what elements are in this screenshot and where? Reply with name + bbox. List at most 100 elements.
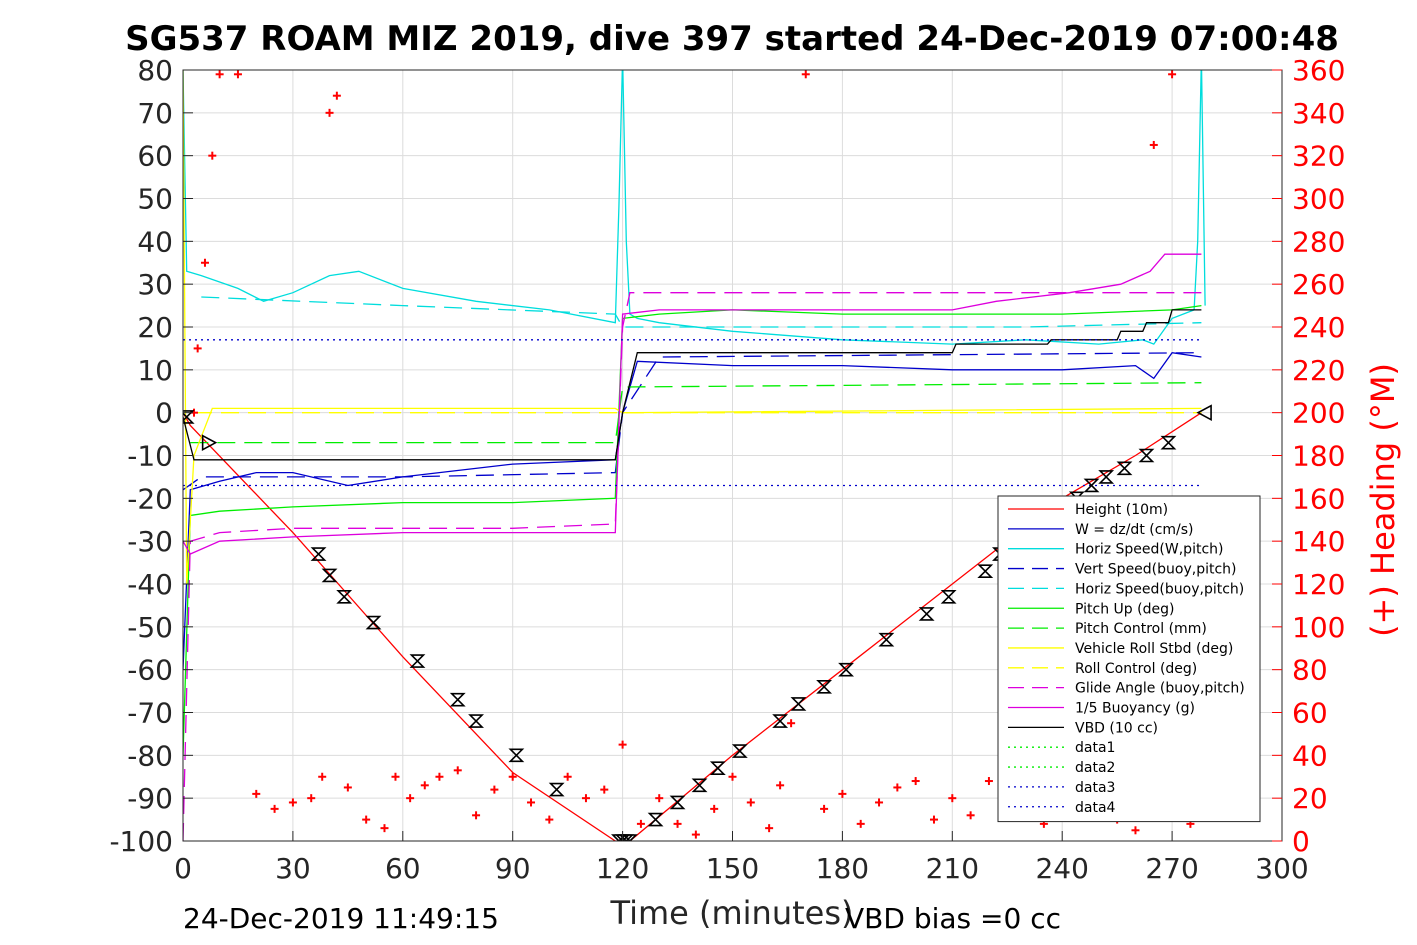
right-tick-label: 40 [1292, 739, 1328, 772]
heading-point [984, 777, 993, 786]
y-tick-label: 20 [137, 311, 173, 344]
direction-marker [201, 434, 218, 451]
right-tick-label: 260 [1292, 268, 1345, 301]
series-line-6 [190, 382, 1202, 444]
bowtie-marker [365, 615, 382, 630]
bowtie-marker [977, 564, 994, 578]
right-tick-label: 320 [1292, 140, 1345, 173]
heading-point [710, 804, 719, 813]
legend-label: Horiz Speed(buoy,pitch) [1075, 581, 1244, 597]
heading-point [820, 804, 829, 813]
heading-point [420, 781, 429, 790]
bowtie-marker [790, 697, 807, 711]
bowtie-marker [838, 662, 854, 677]
heading-point [691, 830, 700, 839]
direction-marker [1196, 404, 1212, 422]
legend-label: Horiz Speed(W,pitch) [1075, 542, 1223, 558]
legend: Height (10m) W = dz/dt (cm/s) Horiz Speed(… [997, 495, 1261, 823]
heading-point [380, 824, 389, 833]
legend-label: Height (10m) [1075, 502, 1168, 518]
heading-point [453, 766, 462, 775]
y-tick-label: -100 [109, 825, 173, 858]
bowtie-marker [183, 410, 195, 424]
heading-point [636, 819, 645, 828]
bowtie-marker [1083, 478, 1100, 493]
bowtie-marker [772, 714, 789, 728]
series-line-11 [183, 309, 1202, 461]
y-tick-label: 30 [137, 268, 173, 301]
heading-point [435, 772, 444, 781]
x-axis-ticks: 0 30 60 90 120 150 180 210 240 270 300 [174, 831, 1309, 885]
y-tick-label: 60 [137, 140, 173, 173]
y-tick-label: -10 [127, 440, 173, 473]
heading-point [856, 819, 865, 828]
heading-point [472, 811, 481, 820]
y-tick-label: -40 [127, 568, 173, 601]
y-axis-ticks: 80 70 60 50 40 30 20 10 0 -10 -20 -30 -40 -50 -60 -70 -8… [109, 54, 193, 858]
heading-point [1168, 70, 1177, 79]
legend-label: Pitch Control (mm) [1075, 621, 1207, 637]
right-tick-label: 80 [1292, 654, 1328, 687]
x-tick-label: 180 [816, 852, 869, 885]
heading-point [545, 815, 554, 824]
bowtie-marker [1116, 461, 1133, 476]
bowtie-marker [1138, 448, 1155, 463]
bowtie-marker [1160, 435, 1177, 450]
right-tick-label: 360 [1292, 54, 1345, 87]
y-tick-label: -80 [127, 739, 173, 772]
bowtie-marker [468, 714, 484, 728]
bowtie-marker [731, 744, 748, 758]
y-tick-label: 80 [137, 54, 173, 87]
series-line-10 [183, 253, 1202, 555]
x-tick-label: 90 [495, 852, 531, 885]
heading-point [527, 798, 536, 807]
heading-point [307, 794, 316, 803]
heading-point [673, 819, 682, 828]
heading-point [765, 824, 774, 833]
heading-point [193, 344, 202, 353]
heading-point [801, 70, 810, 79]
heading-point [600, 785, 609, 794]
bowtie-marker [878, 632, 895, 647]
y-tick-label: 10 [137, 354, 173, 387]
heading-point [875, 798, 884, 807]
x-tick-label: 240 [1035, 852, 1088, 885]
heading-point [332, 91, 341, 100]
heading-point [563, 772, 572, 781]
bowtie-marker [336, 590, 353, 604]
bowtie-marker [940, 590, 957, 604]
y-tick-label: 40 [137, 225, 173, 258]
x-tick-label: 210 [926, 852, 979, 885]
x-axis-label: Time (minutes) [610, 894, 854, 932]
heading-point [929, 815, 938, 824]
legend-label: data1 [1075, 740, 1115, 756]
legend-label: Roll Control (deg) [1075, 661, 1197, 677]
heading-point [911, 777, 920, 786]
heading-point [343, 783, 352, 792]
legend-label: data4 [1075, 800, 1116, 816]
heading-point [728, 772, 737, 781]
bowtie-marker [816, 679, 833, 694]
right-tick-label: 160 [1292, 482, 1345, 515]
right-tick-label: 0 [1292, 825, 1310, 858]
bowtie-marker [669, 795, 686, 810]
y-tick-label: 70 [137, 97, 173, 130]
x-tick-label: 60 [385, 852, 421, 885]
heading-point [508, 772, 517, 781]
heading-point [233, 70, 242, 79]
right-tick-label: 220 [1292, 354, 1345, 387]
heading-point [391, 772, 400, 781]
right-tick-label: 140 [1292, 525, 1345, 558]
footer-timestamp: 24-Dec-2019 11:49:15 [183, 902, 499, 935]
heading-point [490, 785, 499, 794]
y-tick-label: -20 [127, 482, 173, 515]
series-line-9 [183, 292, 1202, 841]
heading-point [776, 781, 785, 790]
heading-point [1131, 826, 1140, 835]
x-tick-label: 270 [1145, 852, 1198, 885]
bowtie-marker [409, 654, 426, 668]
heading-point [893, 783, 902, 792]
legend-label: Vert Speed(buoy,pitch) [1075, 562, 1237, 578]
right-tick-label: 60 [1292, 697, 1328, 730]
